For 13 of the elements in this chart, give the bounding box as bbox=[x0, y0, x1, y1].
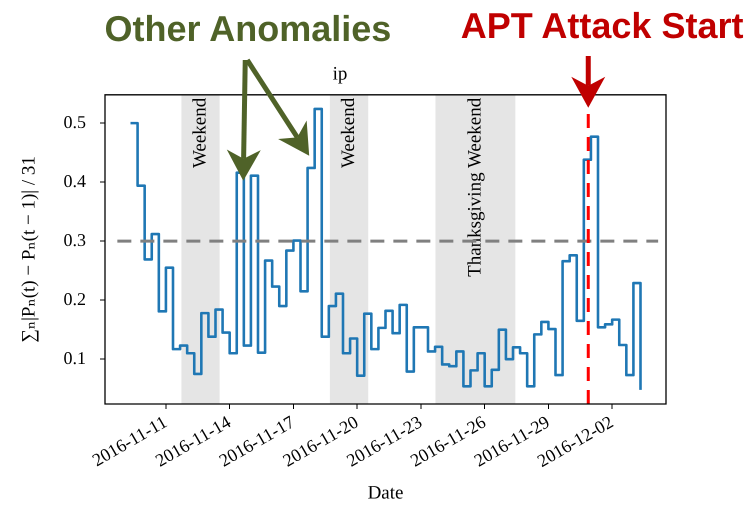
x-axis-title: Date bbox=[368, 482, 404, 504]
y-tick-label: 0.3 bbox=[64, 230, 86, 250]
y-tick-label: 0.2 bbox=[64, 288, 86, 309]
y-tick-label: 0.1 bbox=[64, 348, 86, 368]
text: Other Anomalies bbox=[104, 8, 392, 49]
band-label: Thanksgiving Weekend bbox=[464, 97, 486, 277]
y-tick-label: 0.5 bbox=[64, 112, 86, 132]
ref-line-label: APT Attack Start bbox=[460, 5, 744, 46]
y-axis-title: ∑ₙ|Pₙ(t) − Pₙ(t − 1)| / 31 bbox=[18, 156, 40, 343]
band-label: Weekend bbox=[190, 97, 211, 168]
chart-title: ip bbox=[332, 63, 348, 84]
y-tick-label: 0.4 bbox=[64, 170, 86, 191]
band-label: Weekend bbox=[338, 97, 360, 168]
